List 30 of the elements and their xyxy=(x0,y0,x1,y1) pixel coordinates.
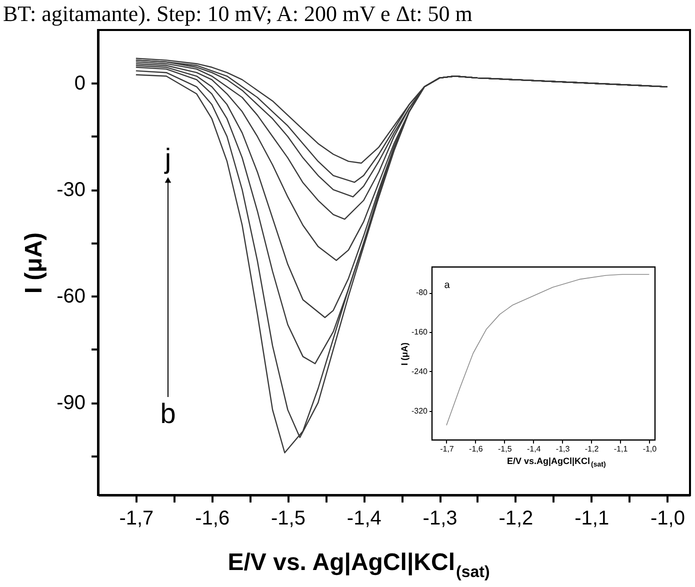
y-axis-title: I (μA) xyxy=(399,342,410,366)
annotation: b xyxy=(160,398,176,429)
x-tick-label: -1,5 xyxy=(498,444,512,454)
annotation: a xyxy=(444,280,450,291)
x-tick-label: -1,2 xyxy=(498,508,534,530)
x-tick-label: -1,0 xyxy=(642,444,658,454)
x-tick-label: -1,1 xyxy=(614,444,628,454)
y-tick-label: -90 xyxy=(56,392,86,414)
x-tick-label: -1,6 xyxy=(469,444,484,454)
x-tick-label: -1,3 xyxy=(556,444,570,454)
x-tick-label: -1,3 xyxy=(422,508,458,530)
x-tick-label: -1,4 xyxy=(346,508,382,530)
text: BT: agitamante). Step: 10 mV; A: 200 mV e Δt: 50 m xyxy=(3,1,472,26)
x-tick-label: -1,2 xyxy=(584,444,600,454)
y-axis-title: I (μA) xyxy=(20,232,48,294)
annotation: j xyxy=(164,143,172,174)
y-tick-label: -320 xyxy=(411,406,428,416)
x-tick-label: -1,4 xyxy=(526,444,542,454)
x-tick-label: -1,7 xyxy=(119,508,154,530)
x-tick-label: -1,0 xyxy=(650,508,685,530)
y-tick-label: -160 xyxy=(411,328,428,337)
x-tick-label: -1,5 xyxy=(271,508,306,530)
x-tick-label: -1,7 xyxy=(440,444,454,454)
x-tick-label: -1,1 xyxy=(574,508,610,530)
y-tick-label: -80 xyxy=(416,288,428,298)
y-tick-label: -60 xyxy=(56,286,86,308)
y-tick-label: -30 xyxy=(56,179,86,202)
y-tick-label: 0 xyxy=(74,72,86,95)
y-tick-label: -240 xyxy=(411,366,428,376)
x-tick-label: -1,6 xyxy=(195,508,230,530)
